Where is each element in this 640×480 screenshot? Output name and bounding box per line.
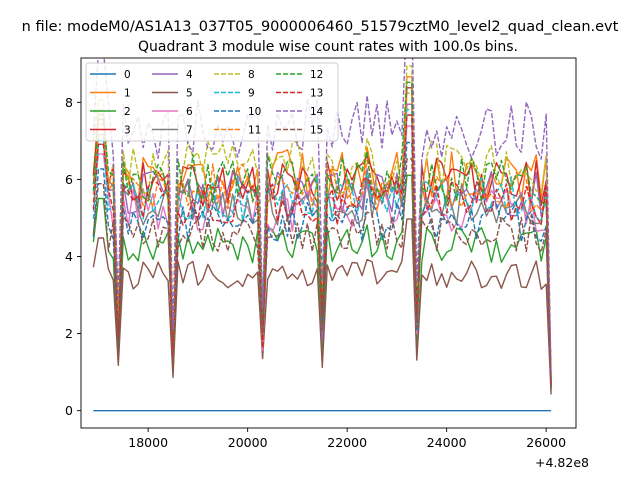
series-line-5 xyxy=(92,218,552,395)
legend-label-4: 4 xyxy=(186,69,193,81)
legend-label-14: 14 xyxy=(310,106,324,118)
legend-label-1: 1 xyxy=(124,88,131,100)
legend-label-8: 8 xyxy=(248,69,255,81)
legend-label-9: 9 xyxy=(248,88,255,100)
y-tick-label: 4 xyxy=(65,249,73,264)
legend-label-13: 13 xyxy=(310,88,323,100)
series-layer xyxy=(92,58,552,412)
y-tick-label: 0 xyxy=(65,403,73,418)
legend-label-10: 10 xyxy=(248,106,261,118)
legend-label-15: 15 xyxy=(310,125,323,137)
legend-label-6: 6 xyxy=(186,106,193,118)
series-line-14 xyxy=(92,58,552,377)
x-tick-label: 24000 xyxy=(427,435,467,450)
series-line-15 xyxy=(92,158,552,390)
legend-label-0: 0 xyxy=(124,69,131,81)
x-tick-label: 26000 xyxy=(526,435,566,450)
legend-label-7: 7 xyxy=(186,125,193,137)
x-offset-label: +4.82e8 xyxy=(535,455,589,470)
legend-label-12: 12 xyxy=(310,69,323,81)
x-tick-label: 22000 xyxy=(327,435,367,450)
y-tick-label: 8 xyxy=(65,95,73,110)
legend-label-5: 5 xyxy=(186,88,193,100)
y-tick-label: 2 xyxy=(65,326,73,341)
legend-label-3: 3 xyxy=(124,125,131,137)
x-tick-label: 18000 xyxy=(128,435,168,450)
series-line-12 xyxy=(92,81,552,383)
plot-frame xyxy=(80,57,577,429)
figure-suptitle: n file: modeM0/AS1A13_037T05_9000006460_… xyxy=(22,19,619,35)
legend-label-2: 2 xyxy=(124,106,131,118)
y-tick-label: 6 xyxy=(65,172,73,187)
axes-title: Quadrant 3 module wise count rates with … xyxy=(138,39,518,55)
series-line-13 xyxy=(92,114,552,386)
legend-label-11: 11 xyxy=(248,125,261,137)
y-axis: 0 2 4 6 8 xyxy=(65,95,81,418)
x-tick-label: 20000 xyxy=(228,435,268,450)
legend-frame xyxy=(85,62,339,142)
series-line-8 xyxy=(92,65,552,382)
x-axis: 18000 20000 22000 24000 26000 xyxy=(128,428,566,450)
